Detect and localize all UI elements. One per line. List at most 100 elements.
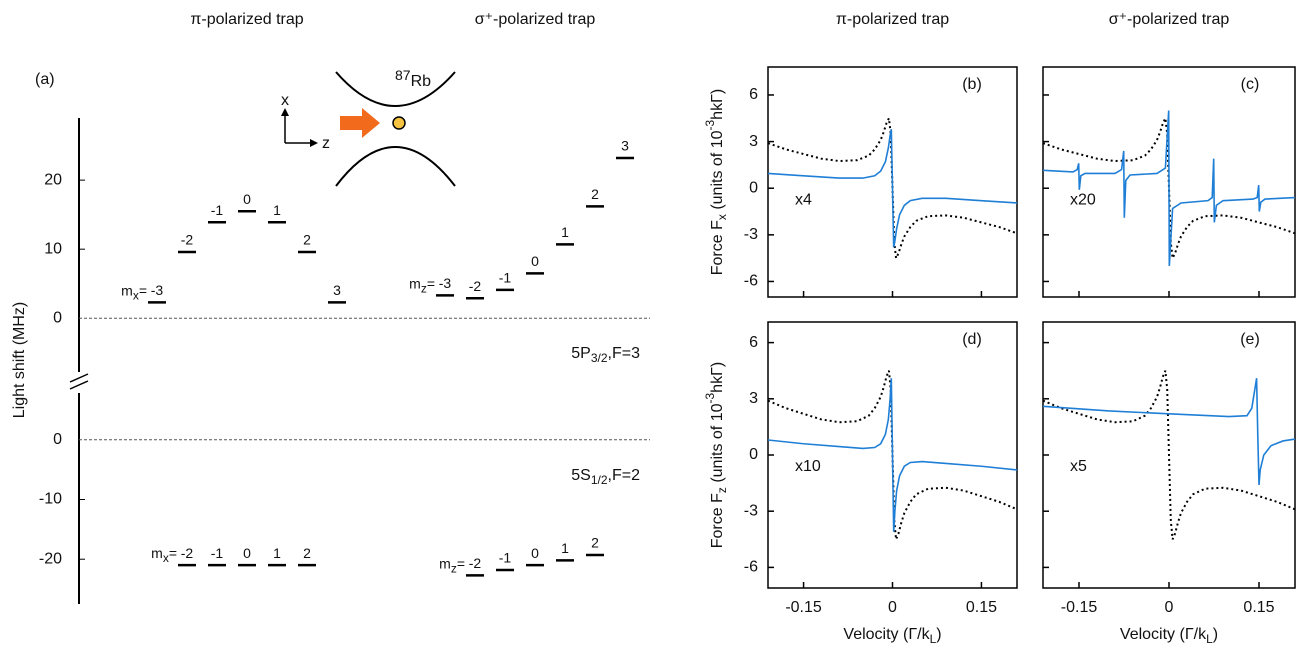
y-axis-label: Light shift (MHz) <box>11 302 28 418</box>
y-tick-label: 3 <box>749 390 758 407</box>
level-label: 3 <box>621 138 629 154</box>
quantum-label-part: x <box>133 289 139 303</box>
x-axis-label-part: ) <box>936 626 941 643</box>
quantum-label-part: m <box>151 545 163 561</box>
column-title: σ⁺-polarized trap <box>475 11 596 28</box>
force-curve <box>767 378 1018 532</box>
x-axis-label: Velocity (Γ/kL) <box>1120 626 1218 646</box>
panel-label: (c) <box>1241 76 1260 93</box>
x-axis-label-part: Velocity (Γ/k <box>1120 626 1207 643</box>
axis-break <box>69 373 89 383</box>
isotope: 87 <box>395 67 411 83</box>
x-tick-label: 0.15 <box>966 599 997 616</box>
level-label: 0 <box>531 545 539 561</box>
x-tick-label: 0 <box>1165 599 1174 616</box>
lens-upper <box>335 71 456 107</box>
quantum-label-part: m <box>409 275 421 291</box>
state-label: 5P3/2,F=3 <box>571 345 640 365</box>
level-label: -1 <box>499 550 512 566</box>
x-axis-label-part: L <box>1206 632 1213 646</box>
y-axis-label-part: -3 <box>703 392 717 403</box>
level-label: -3 <box>439 275 452 291</box>
state-label-part: 5P <box>571 345 591 362</box>
y-axis-label: Force Fx (units of 10-3hkΓ) <box>703 89 729 275</box>
y-tick-label: -6 <box>744 273 758 290</box>
x-tick-label: -0.15 <box>1061 599 1098 616</box>
level-label: 0 <box>243 545 251 561</box>
y-axis-label-part: hkΓ) <box>709 89 726 120</box>
column-title: π-polarized trap <box>836 11 949 28</box>
axis-letter: z <box>322 135 330 152</box>
level-label: -1 <box>499 270 512 286</box>
y-axis-label-part: Force F <box>709 220 726 275</box>
y-axis-label-part: z <box>715 487 729 493</box>
y-axis-label-part: (units of 10 <box>709 130 726 214</box>
y-tick-label: 0 <box>53 309 62 326</box>
level-label: 1 <box>273 202 281 218</box>
panel-label: (d) <box>962 331 982 348</box>
quantum-label-part: = <box>457 555 465 571</box>
scale-annotation: x4 <box>795 191 812 208</box>
level-label: -2 <box>469 278 482 294</box>
y-tick-label: -10 <box>39 491 62 508</box>
y-tick-label: 0 <box>749 179 758 196</box>
force-curve <box>1042 378 1296 486</box>
y-tick-label: 10 <box>44 240 62 257</box>
axis-break <box>69 380 89 390</box>
axis-letter: x <box>281 92 289 109</box>
state-label-part: 1/2 <box>591 473 608 487</box>
quantum-label: mz= <box>409 275 435 295</box>
column-title: σ⁺-polarized trap <box>1109 11 1230 28</box>
level-label: 3 <box>333 282 341 298</box>
x-axis-label: Velocity (Γ/kL) <box>843 626 941 646</box>
species-label: 87Rb <box>395 67 431 91</box>
atom <box>392 116 406 130</box>
column-title: π-polarized trap <box>190 11 303 28</box>
trap-inset: x z 87Rb <box>281 67 456 187</box>
y-axis-label-part: x <box>715 214 729 220</box>
lens-lower <box>335 146 456 187</box>
y-tick-label: -6 <box>744 559 758 576</box>
quantum-label-part: m <box>121 282 133 298</box>
quantum-label-part: = <box>139 282 147 298</box>
level-label: 2 <box>303 232 311 248</box>
level-label: -1 <box>211 202 224 218</box>
y-tick-label: 6 <box>749 86 758 103</box>
quantum-label-part: z <box>421 282 427 296</box>
quantum-label: mz= <box>439 555 465 575</box>
level-label: -1 <box>211 545 224 561</box>
force-curve <box>767 129 1018 248</box>
x-axis-label-part: Velocity (Γ/k <box>843 626 930 643</box>
element: Rb <box>411 73 432 90</box>
y-tick-label: -20 <box>39 550 62 567</box>
state-label-part: 5S <box>571 467 591 484</box>
y-axis-label: Force Fz (units of 10-3hkΓ) <box>703 362 729 548</box>
quantum-label-part: m <box>439 555 451 571</box>
level-label: 2 <box>591 535 599 551</box>
quantum-label: mx= <box>121 282 147 302</box>
x-axis-label-part: L <box>930 632 937 646</box>
x-tick-label: 0 <box>888 599 897 616</box>
x-axis-label-part: ) <box>1213 626 1218 643</box>
level-label: 1 <box>561 224 569 240</box>
y-axis-label-part: -3 <box>703 119 717 130</box>
quantum-label-part: = <box>169 545 177 561</box>
y-tick-label: -3 <box>744 502 758 519</box>
scale-annotation: x5 <box>1070 458 1087 475</box>
reference-curve <box>767 370 1018 540</box>
level-label: -2 <box>181 232 194 248</box>
level-label: -2 <box>181 545 194 561</box>
y-tick-label: 0 <box>53 431 62 448</box>
force-curve <box>1042 110 1296 266</box>
panel-label: (a) <box>35 71 55 88</box>
level-label: 0 <box>531 253 539 269</box>
state-label: 5S1/2,F=2 <box>571 467 640 487</box>
y-axis-label-part: hkΓ) <box>709 362 726 393</box>
quantum-label-part: z <box>451 562 457 576</box>
y-tick-label: 0 <box>749 446 758 463</box>
reference-curve <box>1042 370 1296 540</box>
state-label-part: ,F=2 <box>608 467 641 484</box>
x-tick-label: 0.15 <box>1243 599 1274 616</box>
level-label: -3 <box>151 282 164 298</box>
arrow-head <box>281 108 289 116</box>
